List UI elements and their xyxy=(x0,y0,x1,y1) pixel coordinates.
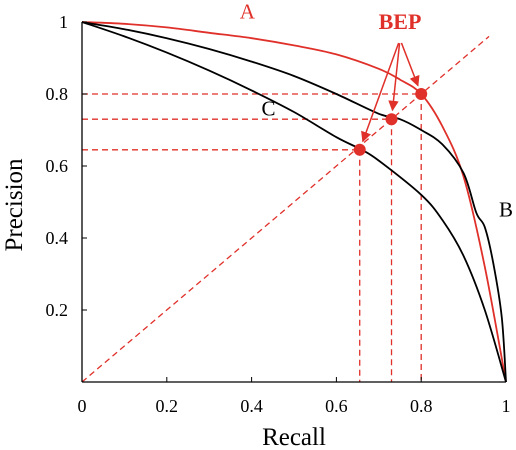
curves xyxy=(81,21,507,383)
y-tick-label: 0.8 xyxy=(46,84,69,104)
x-tick-label: 0 xyxy=(78,396,87,416)
curve-a xyxy=(81,21,507,383)
bep-point-a xyxy=(415,88,428,100)
curve-c xyxy=(81,21,507,383)
annotation-bep: BEP xyxy=(379,9,422,34)
x-tick-label: 0.8 xyxy=(410,396,433,416)
curve-b xyxy=(81,21,507,383)
bep-point-c xyxy=(353,143,366,156)
bep-arrow xyxy=(400,42,420,87)
y-tick-label: 1 xyxy=(59,12,68,32)
y-tick-label: 0.6 xyxy=(46,156,69,176)
y-ticks: 0.2 0.4 0.6 0.8 1 xyxy=(46,12,87,320)
y-tick-label: 0.2 xyxy=(46,300,69,320)
bep-point-b xyxy=(385,113,398,126)
y-axis-label: Precision xyxy=(1,158,28,252)
x-axis-label: Recall xyxy=(262,424,326,450)
bep-arrow xyxy=(361,42,400,143)
annotation-a: A xyxy=(240,0,256,23)
bep-arrow xyxy=(388,43,401,112)
annotations: A B C BEP xyxy=(240,0,513,221)
x-tick-label: 0.2 xyxy=(156,396,179,416)
x-tick-label: 1 xyxy=(502,396,511,416)
reference-line xyxy=(81,35,490,383)
bep-arrows xyxy=(361,42,420,143)
bep-points xyxy=(353,88,428,156)
annotation-b: B xyxy=(499,197,513,221)
x-tick-label: 0.4 xyxy=(240,396,263,416)
x-tick-label: 0.6 xyxy=(325,396,348,416)
diagonal-reference-line xyxy=(81,35,490,383)
x-ticks: 0 0.2 0.4 0.6 0.8 1 xyxy=(78,377,511,416)
annotation-c: C xyxy=(262,97,276,121)
bep-guide-lines xyxy=(82,93,422,382)
y-tick-label: 0.4 xyxy=(46,228,69,248)
